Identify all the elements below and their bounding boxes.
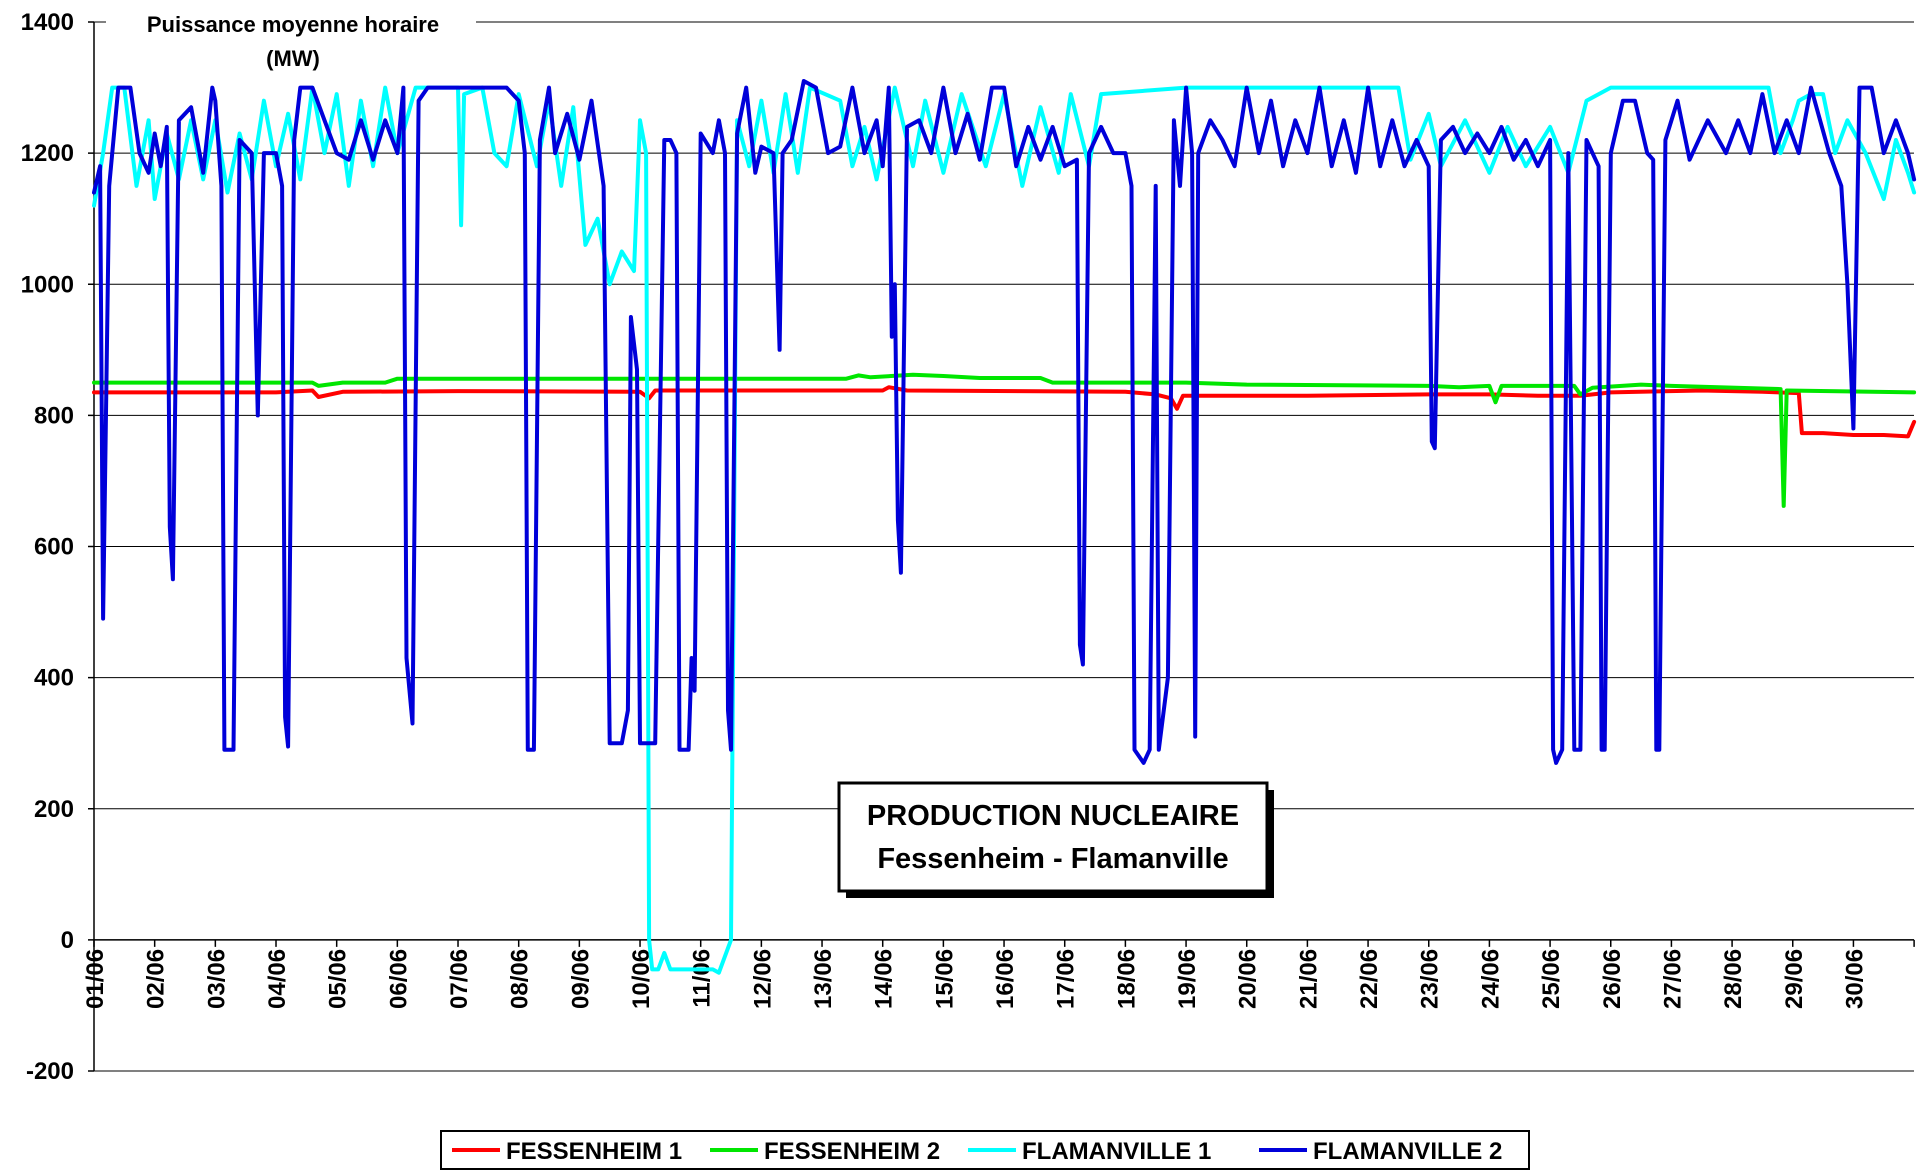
x-tick-label: 04/06 xyxy=(264,949,291,1009)
legend-label: FESSENHEIM 1 xyxy=(506,1138,682,1165)
legend: FESSENHEIM 1 FESSENHEIM 2 FLAMANVILLE 1 FLA… xyxy=(440,1130,1530,1170)
x-tick-label: 29/06 xyxy=(1781,949,1808,1009)
x-tick-label: 07/06 xyxy=(446,949,473,1009)
x-tick-label: 02/06 xyxy=(143,949,170,1009)
y-axis-tick-labels: -200 0 200 400 600 800 1000 1200 1400 xyxy=(21,9,74,1085)
legend-label: FESSENHEIM 2 xyxy=(764,1138,940,1165)
x-tick-label: 22/06 xyxy=(1356,949,1383,1009)
series-line-fessenheim-2 xyxy=(92,372,1917,508)
x-tick-label: 15/06 xyxy=(931,949,958,1009)
x-tick-label: 13/06 xyxy=(810,949,837,1009)
x-tick-label: 18/06 xyxy=(1113,949,1140,1009)
annotation-subtitle: Fessenheim - Flamanville xyxy=(877,843,1228,875)
x-tick-label: 23/06 xyxy=(1417,949,1444,1009)
y-tick-label: 600 xyxy=(34,534,74,561)
series-line-fessenheim-1 xyxy=(92,385,1917,439)
x-tick-label: 05/06 xyxy=(325,949,352,1009)
x-tick-label: 06/06 xyxy=(385,949,412,1009)
x-tick-label: 27/06 xyxy=(1659,949,1686,1009)
x-tick-label: 30/06 xyxy=(1841,949,1868,1009)
x-tick-label: 16/06 xyxy=(992,949,1019,1009)
y-tick-label: 1200 xyxy=(21,140,74,167)
y-axis-label-line-2: (MW) xyxy=(266,46,320,71)
x-tick-label: 09/06 xyxy=(567,949,594,1009)
x-tick-label: 28/06 xyxy=(1720,949,1747,1009)
x-tick-label: 24/06 xyxy=(1477,949,1504,1009)
y-tick-label: 800 xyxy=(34,402,74,429)
x-tick-label: 25/06 xyxy=(1538,949,1565,1009)
series-line-flamanville-1 xyxy=(92,85,1917,975)
legend-label: FLAMANVILLE 1 xyxy=(1022,1138,1211,1165)
legend-label: FLAMANVILLE 2 xyxy=(1313,1138,1502,1165)
annotation-box: PRODUCTION NUCLEAIRE Fessenheim - Flaman… xyxy=(837,781,1274,898)
x-tick-label: 11/06 xyxy=(689,949,716,1008)
x-tick-label: 12/06 xyxy=(749,949,776,1009)
series-line-flamanville-2 xyxy=(92,79,1917,765)
annotation-title: PRODUCTION NUCLEAIRE xyxy=(867,800,1239,832)
y-tick-label: 0 xyxy=(61,927,74,954)
y-tick-label: -200 xyxy=(26,1058,74,1085)
x-axis-tick-labels: 01/06 02/06 03/06 04/06 05/06 06/06 07/06 08/06… xyxy=(82,949,1868,1009)
y-axis-label: Puissance moyenne horaire (MW) xyxy=(106,10,476,71)
x-tick-label: 08/06 xyxy=(507,949,534,1009)
y-tick-label: 400 xyxy=(34,665,74,692)
gridlines xyxy=(94,21,1914,1072)
x-tick-label: 19/06 xyxy=(1174,949,1201,1009)
x-tick-label: 26/06 xyxy=(1599,949,1626,1009)
y-tick-label: 1400 xyxy=(21,9,74,36)
x-tick-label: 17/06 xyxy=(1053,949,1080,1009)
x-tick-label: 20/06 xyxy=(1235,949,1262,1009)
x-tick-label: 03/06 xyxy=(203,949,230,1009)
x-tick-label: 14/06 xyxy=(871,949,898,1009)
x-tick-label: 21/06 xyxy=(1295,949,1322,1009)
y-tick-label: 200 xyxy=(34,796,74,823)
series-lines xyxy=(92,79,1917,975)
y-axis-label-line-1: Puissance moyenne horaire xyxy=(147,12,439,37)
y-tick-label: 1000 xyxy=(21,271,74,298)
x-tick-label: 01/06 xyxy=(82,949,109,1009)
